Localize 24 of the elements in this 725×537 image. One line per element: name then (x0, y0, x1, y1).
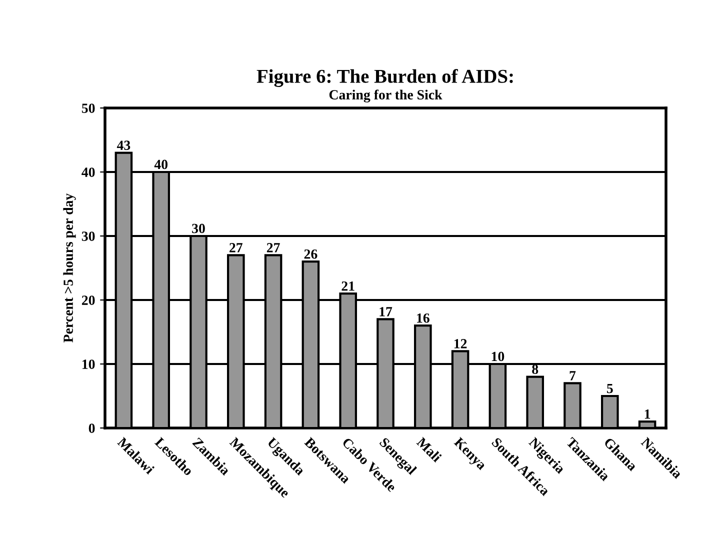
data-label: 27 (266, 243, 280, 252)
y-tick-label: 50 (82, 104, 95, 113)
y-tick-label: 40 (82, 168, 95, 177)
data-label: 21 (342, 281, 354, 291)
data-label: 16 (417, 313, 430, 323)
data-label: 10 (492, 352, 504, 362)
y-tick-label: 30 (82, 232, 95, 241)
data-label: 5 (606, 384, 613, 394)
data-label: 7 (570, 371, 576, 380)
data-label: 43 (116, 140, 130, 150)
y-tick-label: 0 (88, 424, 95, 433)
data-label: 17 (380, 307, 392, 316)
chart-title: Figure 6: The Burden of AIDS: (256, 69, 513, 87)
data-label: 40 (154, 160, 168, 170)
data-label: 1 (644, 409, 650, 419)
y-tick-label: 20 (82, 296, 95, 305)
data-label: 27 (230, 243, 243, 252)
data-label: 12 (454, 339, 467, 348)
y-axis-title: Percent >5 hours per day (63, 193, 76, 342)
chart-subtitle: Caring for the Sick (329, 90, 442, 102)
data-label: 26 (304, 249, 318, 259)
y-tick-label: 10 (82, 360, 95, 369)
data-label: 8 (532, 364, 538, 374)
data-label: 30 (192, 224, 205, 234)
